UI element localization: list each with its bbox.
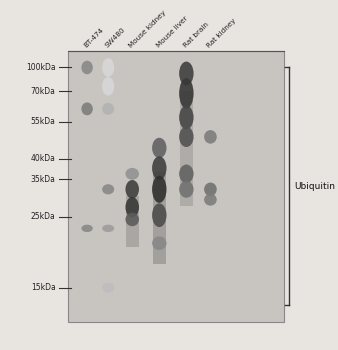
Bar — [180, 91, 193, 206]
Text: 100kDa: 100kDa — [26, 63, 55, 72]
Ellipse shape — [179, 164, 194, 183]
Ellipse shape — [152, 203, 167, 227]
Ellipse shape — [81, 103, 93, 115]
Ellipse shape — [102, 282, 114, 293]
Ellipse shape — [102, 103, 114, 115]
Text: Rat kidney: Rat kidney — [206, 18, 238, 49]
Ellipse shape — [152, 176, 167, 203]
Text: Mouse liver: Mouse liver — [155, 15, 189, 49]
Ellipse shape — [204, 194, 217, 206]
Text: Mouse kidney: Mouse kidney — [128, 9, 168, 49]
Ellipse shape — [102, 225, 114, 232]
Ellipse shape — [179, 62, 194, 85]
Ellipse shape — [102, 77, 114, 96]
Ellipse shape — [179, 78, 194, 108]
Bar — [68, 50, 284, 322]
Ellipse shape — [152, 138, 167, 158]
Bar — [126, 196, 139, 247]
Ellipse shape — [102, 58, 114, 77]
Ellipse shape — [152, 236, 167, 250]
Ellipse shape — [125, 213, 139, 226]
Ellipse shape — [125, 168, 139, 180]
Ellipse shape — [102, 184, 114, 194]
Text: 15kDa: 15kDa — [31, 283, 55, 292]
Ellipse shape — [179, 181, 194, 198]
Text: Ubiquitin: Ubiquitin — [295, 182, 336, 190]
Text: SW480: SW480 — [104, 27, 126, 49]
Text: 25kDa: 25kDa — [31, 212, 55, 221]
Text: 40kDa: 40kDa — [31, 154, 55, 163]
Ellipse shape — [179, 106, 194, 130]
Ellipse shape — [179, 127, 194, 147]
Bar — [153, 173, 166, 264]
Text: BT-474: BT-474 — [83, 27, 105, 49]
Ellipse shape — [152, 156, 167, 180]
Ellipse shape — [204, 183, 217, 196]
Ellipse shape — [125, 197, 139, 217]
Text: 35kDa: 35kDa — [31, 175, 55, 184]
Ellipse shape — [125, 180, 139, 199]
Ellipse shape — [81, 61, 93, 74]
Text: Rat brain: Rat brain — [182, 21, 210, 49]
Ellipse shape — [81, 225, 93, 232]
Ellipse shape — [204, 130, 217, 143]
Text: 55kDa: 55kDa — [31, 117, 55, 126]
Text: 70kDa: 70kDa — [31, 87, 55, 96]
